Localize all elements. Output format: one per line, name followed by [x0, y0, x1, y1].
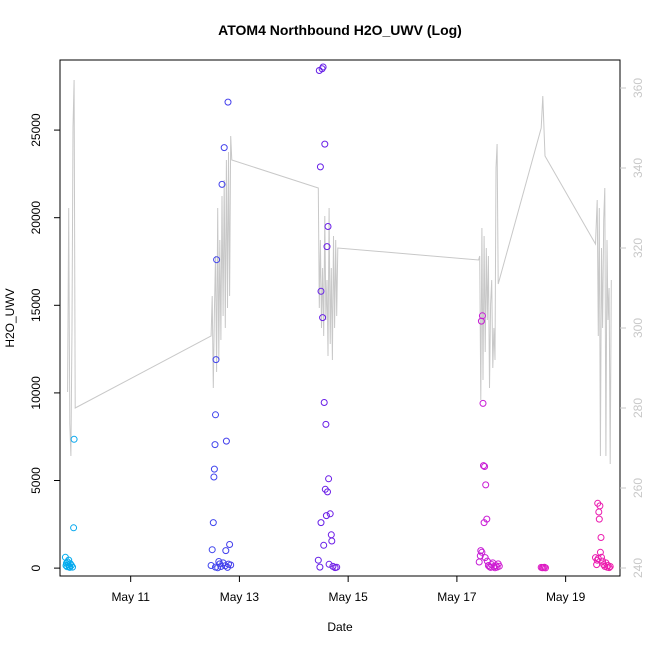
data-point [316, 563, 324, 571]
secondary-y-tick-label: 360 [631, 78, 645, 98]
data-point [478, 312, 486, 320]
data-point [217, 563, 225, 570]
points-layer [61, 63, 614, 572]
secondary-line-layer [67, 79, 612, 465]
x-tick-label: May 11 [111, 590, 150, 604]
data-point [209, 519, 217, 527]
data-point [316, 163, 324, 171]
data-point [475, 558, 483, 566]
data-point [212, 356, 220, 364]
x-tick-label: May 13 [220, 590, 260, 604]
data-point [69, 563, 76, 571]
data-point [596, 502, 604, 510]
y-tick-label: 15000 [29, 288, 43, 322]
data-point [595, 515, 603, 523]
data-point [324, 488, 331, 496]
data-point [478, 548, 486, 556]
data-point [597, 534, 605, 541]
y-tick-label: 0 [29, 564, 43, 571]
data-point [593, 561, 601, 569]
y-tick-label: 5000 [29, 467, 43, 494]
data-point [328, 537, 336, 545]
data-point [480, 519, 488, 527]
data-point [317, 287, 325, 295]
x-tick-label: May 17 [437, 590, 477, 604]
secondary-y-tick-label: 340 [631, 158, 645, 178]
data-point [67, 561, 75, 569]
secondary-series-line [67, 79, 612, 465]
data-point [594, 555, 602, 562]
data-point [319, 314, 327, 322]
data-point [314, 556, 322, 564]
secondary-y-tick-label: 240 [631, 558, 645, 578]
data-point [320, 399, 328, 406]
data-point [208, 546, 216, 554]
y-tick-label: 20000 [29, 201, 43, 235]
data-point [226, 541, 234, 548]
data-point [213, 256, 221, 264]
y-tick-label: 25000 [29, 113, 43, 147]
secondary-y-tick-label: 300 [631, 318, 645, 338]
data-point [212, 563, 219, 571]
y-tick-label: 10000 [29, 376, 43, 410]
data-point [322, 420, 330, 428]
data-point [481, 463, 489, 470]
data-point [320, 541, 328, 549]
data-point [477, 547, 485, 555]
data-point [66, 563, 74, 571]
data-point [224, 98, 232, 106]
data-point [479, 399, 487, 407]
secondary-y-tick-label: 320 [631, 238, 645, 258]
x-tick-label: May 15 [328, 590, 368, 604]
plot-frame [59, 59, 621, 577]
data-point [321, 140, 329, 148]
x-axis-label: Date [327, 620, 353, 634]
data-point [542, 564, 549, 572]
data-point [593, 556, 601, 564]
data-point [317, 519, 325, 527]
data-point [540, 563, 548, 571]
data-point [480, 462, 487, 470]
data-point [70, 435, 78, 443]
data-point [210, 465, 218, 473]
secondary-y-tick-label: 280 [631, 398, 645, 418]
data-point [218, 180, 226, 188]
data-point [477, 317, 485, 325]
chart-title: ATOM4 Northbound H2O_UWV (Log) [218, 22, 462, 38]
y-axis-label: H2O_UWV [3, 288, 17, 347]
data-point [606, 563, 614, 570]
data-point [70, 524, 78, 532]
data-point [495, 562, 503, 570]
x-axis: May 11 May 13 May 15 May 17 May 19 [111, 576, 586, 604]
data-point [325, 560, 333, 568]
data-point [324, 223, 332, 230]
data-point [605, 564, 613, 572]
data-point [210, 473, 218, 481]
data-point [222, 547, 230, 555]
data-point [326, 510, 334, 518]
data-point [207, 562, 215, 569]
data-point [212, 411, 219, 419]
x-tick-label: May 19 [546, 590, 586, 604]
data-point [322, 512, 330, 520]
y-axis: 0 5000 10000 15000 20000 25000 [29, 113, 60, 571]
secondary-y-tick-label: 260 [631, 478, 645, 498]
data-point [227, 561, 235, 569]
data-point [220, 144, 228, 152]
data-point [481, 554, 489, 562]
data-point [325, 475, 333, 483]
data-point [222, 437, 230, 445]
data-point [211, 441, 219, 449]
data-point [595, 508, 603, 516]
data-point [319, 63, 327, 71]
data-point [482, 481, 490, 489]
data-point [327, 531, 335, 539]
secondary-y-axis: 240 260 280 300 320 340 360 [620, 78, 645, 578]
data-point [596, 548, 604, 556]
data-point [323, 243, 331, 251]
data-point [492, 562, 500, 570]
data-point [333, 563, 341, 571]
